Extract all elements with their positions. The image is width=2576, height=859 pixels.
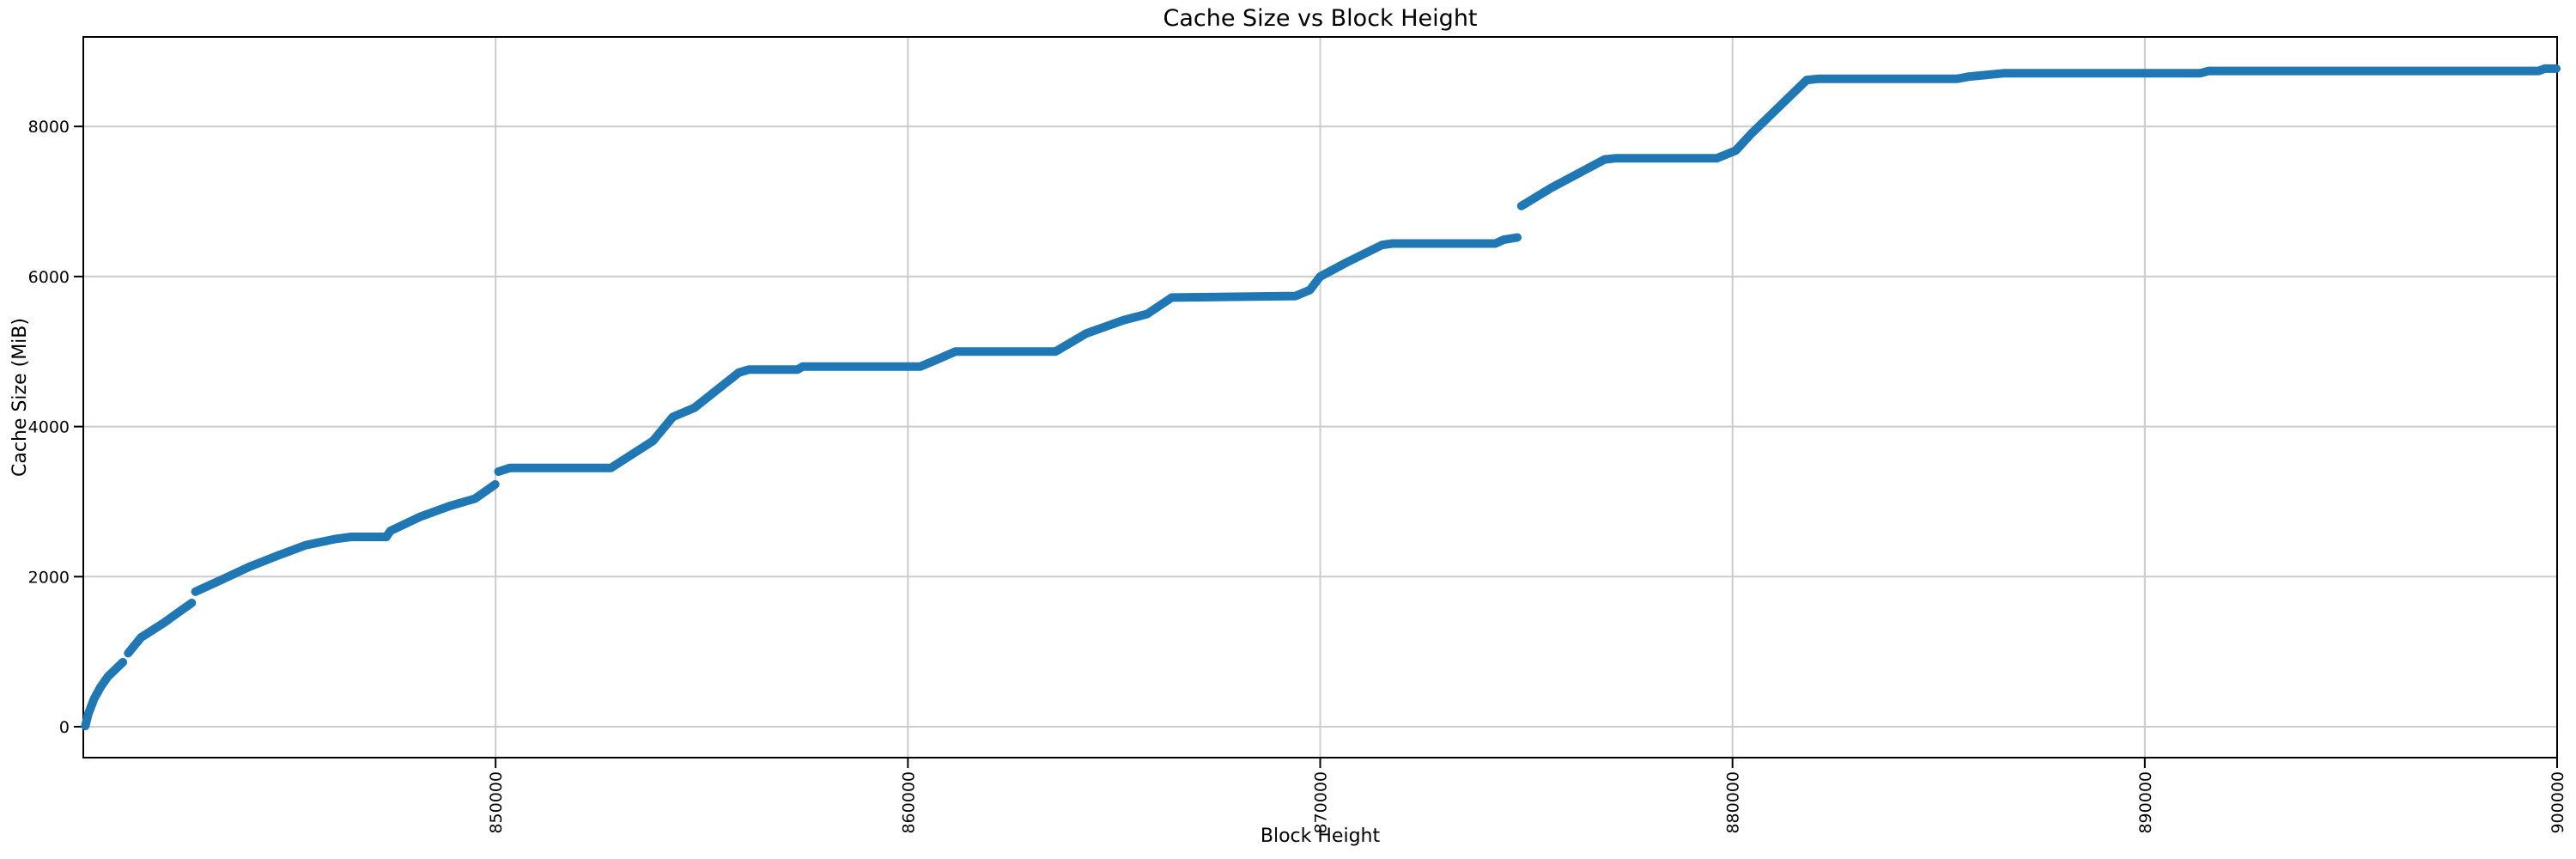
series-line-cache-size-vs-block-height (81, 64, 2561, 731)
x-tick-label: 870000 (1312, 771, 1331, 834)
x-tick-label: 900000 (2549, 771, 2567, 834)
y-axis-label: Cache Size (MiB) (9, 318, 31, 477)
chart-title: Cache Size vs Block Height (1163, 5, 1477, 32)
x-axis-label: Block Height (1261, 825, 1381, 847)
y-tick-label: 2000 (28, 568, 70, 587)
x-tick-label: 860000 (899, 771, 918, 834)
y-tick-label: 8000 (28, 118, 70, 137)
tick-marks (74, 125, 2558, 768)
y-tick-labels: 0 2000 4000 6000 8000 (28, 118, 70, 737)
x-tick-label: 850000 (487, 771, 506, 834)
y-tick-label: 0 (59, 718, 70, 737)
x-tick-labels: 850000 860000 870000 880000 890000 900000 (487, 771, 2567, 834)
y-tick-label: 6000 (28, 268, 70, 287)
y-tick-label: 4000 (28, 418, 70, 437)
plot-frame (82, 36, 2558, 758)
data-series (81, 64, 2561, 731)
x-tick-label: 880000 (1724, 771, 1743, 834)
x-tick-label: 890000 (2136, 771, 2155, 834)
